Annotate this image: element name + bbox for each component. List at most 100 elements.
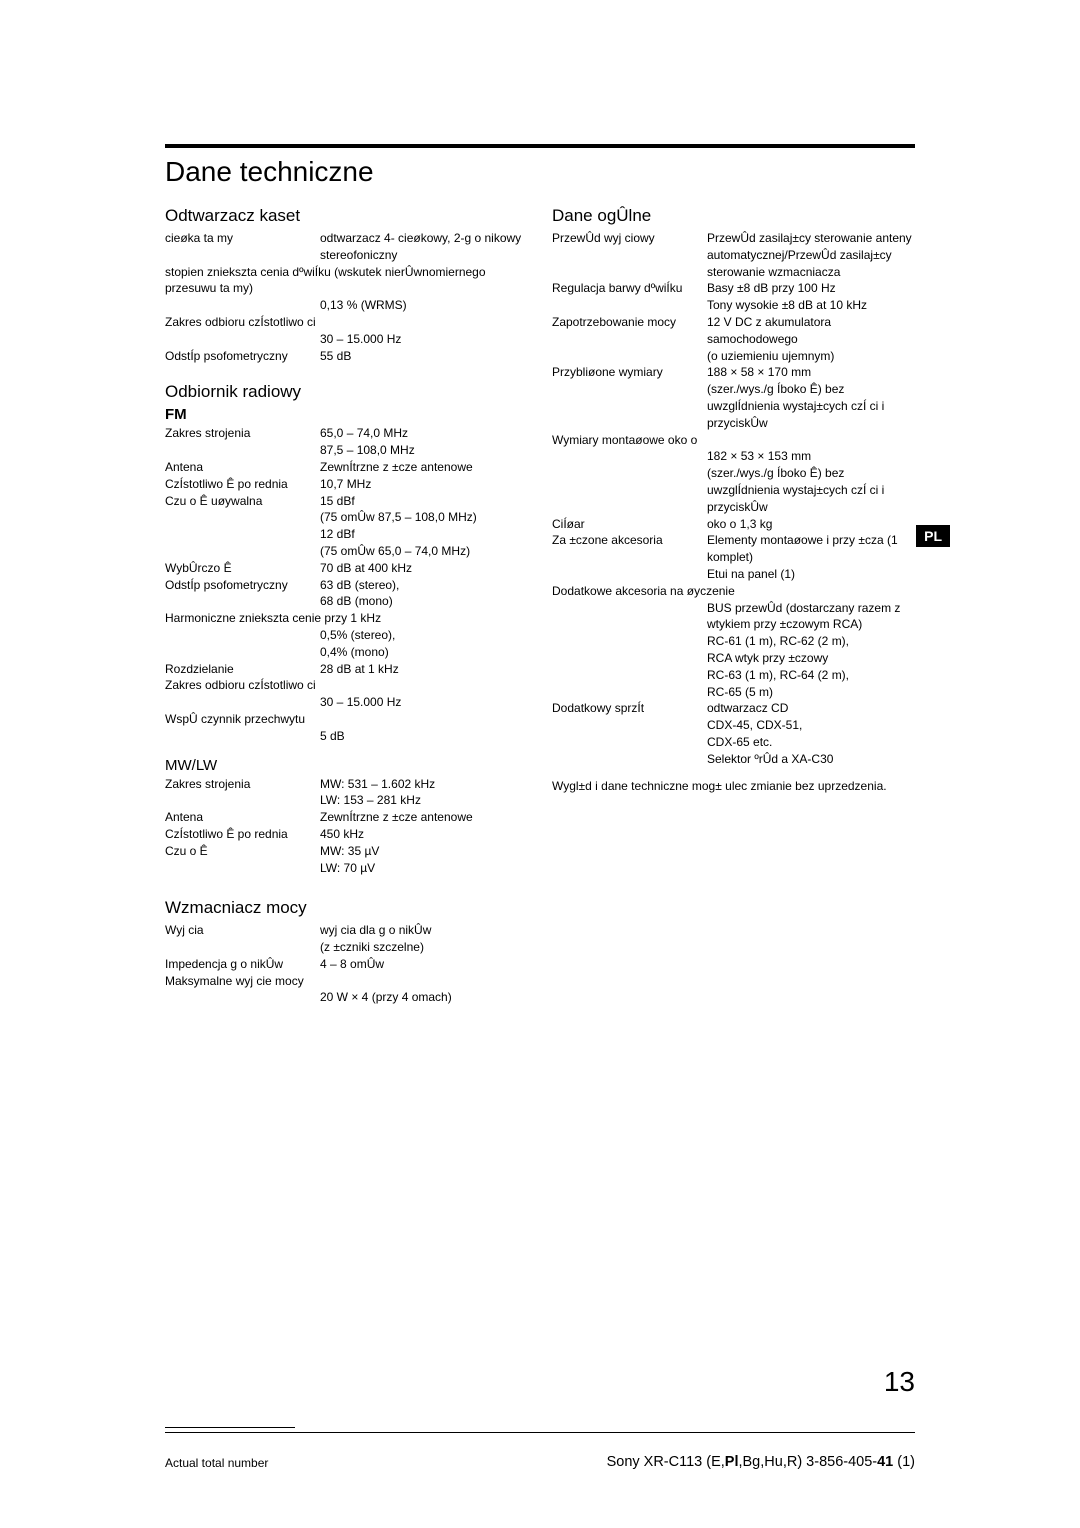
cassette-row: OdstÍp psofometryczny 55 dB bbox=[165, 348, 528, 365]
page-title: Dane techniczne bbox=[165, 156, 915, 188]
spec-label: Dodatkowy sprzÍt bbox=[552, 700, 707, 767]
general-row: PrzewÛd wyj ciowy PrzewÛd zasilaj±cy ste… bbox=[552, 230, 915, 280]
spec-value: 63 dB (stereo), 68 dB (mono) bbox=[320, 577, 528, 611]
spec-label: Regulacja barwy dºwiÍku bbox=[552, 280, 707, 314]
footer-model-pl: Pl bbox=[725, 1454, 739, 1470]
fm-row: Zakres strojenia 65,0 – 74,0 MHz 87,5 – … bbox=[165, 425, 528, 459]
disclaimer: Wygl±d i dane techniczne mog± ulec zmian… bbox=[552, 778, 915, 795]
spec-value: 55 dB bbox=[320, 348, 528, 365]
spec-value: 4 – 8 omÛw bbox=[320, 956, 528, 973]
spec-value: 30 – 15.000 Hz bbox=[320, 331, 528, 348]
title-rule bbox=[165, 144, 915, 148]
general-row: CiÍøar oko o 1,3 kg bbox=[552, 516, 915, 533]
spec-label: Antena bbox=[165, 459, 320, 476]
fm-row: Czu o Ê uøywalna 15 dBf (75 omÛw 87,5 – … bbox=[165, 493, 528, 560]
spec-value: Elementy montaøowe i przy ±cza (1 komple… bbox=[707, 532, 915, 582]
cassette-heading: Odtwarzacz kaset bbox=[165, 206, 528, 226]
fm-row: Zakres odbioru czÍstotliwo ci bbox=[165, 677, 528, 694]
cassette-row: cieøka ta my odtwarzacz 4- cieøkowy, 2-g… bbox=[165, 230, 528, 264]
footer-rule bbox=[165, 1432, 915, 1433]
mwlw-row: Czu o Ê MW: 35 µV LW: 70 µV bbox=[165, 843, 528, 877]
spec-label: Zakres strojenia bbox=[165, 776, 320, 810]
column-right: Dane ogÛlne PrzewÛd wyj ciowy PrzewÛd za… bbox=[552, 206, 915, 1006]
amp-row: Impedencja g o nikÛw 4 – 8 omÛw bbox=[165, 956, 528, 973]
spec-value: ZewnÍtrzne z ±cze antenowe bbox=[320, 459, 528, 476]
mwlw-heading: MW/LW bbox=[165, 757, 528, 774]
general-row: Wymiary montaøowe oko o bbox=[552, 432, 915, 449]
spec-label: CzÍstotliwo Ê po rednia bbox=[165, 826, 320, 843]
spec-value: wyj cia dla g o nikÛw (z ±czniki szczeln… bbox=[320, 922, 528, 956]
amp-row: Wyj cia wyj cia dla g o nikÛw (z ±czniki… bbox=[165, 922, 528, 956]
spec-value: 20 W × 4 (przy 4 omach) bbox=[320, 989, 528, 1006]
spec-label: Za ±czone akcesoria bbox=[552, 532, 707, 582]
spec-value: 182 × 53 × 153 mm (szer./wys./g Íboko Ê)… bbox=[707, 448, 915, 515]
footer-model-prefix: Sony XR-C113 (E, bbox=[607, 1454, 725, 1470]
spec-label: Antena bbox=[165, 809, 320, 826]
spec-value: 70 dB at 400 kHz bbox=[320, 560, 528, 577]
spec-value: 28 dB at 1 kHz bbox=[320, 661, 528, 678]
footer-model-end: (1) bbox=[893, 1454, 915, 1470]
spec-label: Czu o Ê uøywalna bbox=[165, 493, 320, 560]
general-row: Przybliøone wymiary 188 × 58 × 170 mm (s… bbox=[552, 364, 915, 431]
spec-label: CzÍstotliwo Ê po rednia bbox=[165, 476, 320, 493]
spec-label: Zapotrzebowanie mocy bbox=[552, 314, 707, 364]
spec-value: 65,0 – 74,0 MHz 87,5 – 108,0 MHz bbox=[320, 425, 528, 459]
footer-model: Sony XR-C113 (E,Pl,Bg,Hu,R) 3-856-405-41… bbox=[607, 1454, 915, 1470]
mwlw-row: Antena ZewnÍtrzne z ±cze antenowe bbox=[165, 809, 528, 826]
mwlw-row: Zakres strojenia MW: 531 – 1.602 kHz LW:… bbox=[165, 776, 528, 810]
fm-row: WspÛ czynnik przechwytu bbox=[165, 711, 528, 728]
column-left: Odtwarzacz kaset cieøka ta my odtwarzacz… bbox=[165, 206, 528, 1006]
page-number: 13 bbox=[884, 1366, 915, 1398]
spec-value: Basy ±8 dB przy 100 Hz Tony wysokie ±8 d… bbox=[707, 280, 915, 314]
spec-value: 12 V DC z akumulatora samochodowego (o u… bbox=[707, 314, 915, 364]
general-row: Dodatkowe akcesoria na øyczenie bbox=[552, 583, 915, 600]
general-row: Za ±czone akcesoria Elementy montaøowe i… bbox=[552, 532, 915, 582]
fm-row: OdstÍp psofometryczny 63 dB (stereo), 68… bbox=[165, 577, 528, 611]
spec-label: PrzewÛd wyj ciowy bbox=[552, 230, 707, 280]
general-row: Regulacja barwy dºwiÍku Basy ±8 dB przy … bbox=[552, 280, 915, 314]
cassette-row: Zakres odbioru czÍstotliwo ci bbox=[165, 314, 528, 331]
spec-value: PrzewÛd zasilaj±cy sterowanie anteny aut… bbox=[707, 230, 915, 280]
spec-label: Czu o Ê bbox=[165, 843, 320, 877]
spec-label: OdstÍp psofometryczny bbox=[165, 348, 320, 365]
spec-value: 0,5% (stereo), 0,4% (mono) bbox=[320, 627, 528, 661]
spec-value: 5 dB bbox=[320, 728, 528, 745]
spec-value: MW: 35 µV LW: 70 µV bbox=[320, 843, 528, 877]
spec-value: 0,13 % (WRMS) bbox=[320, 297, 528, 314]
fm-row: Harmoniczne zniekszta cenie przy 1 kHz bbox=[165, 610, 528, 627]
general-row: Dodatkowy sprzÍt odtwarzacz CD CDX-45, C… bbox=[552, 700, 915, 767]
fm-row: WybÛrczo Ê 70 dB at 400 kHz bbox=[165, 560, 528, 577]
fm-heading: FM bbox=[165, 406, 528, 423]
footer-model-bold: 41 bbox=[877, 1454, 893, 1470]
fm-row: CzÍstotliwo Ê po rednia 10,7 MHz bbox=[165, 476, 528, 493]
columns: Odtwarzacz kaset cieøka ta my odtwarzacz… bbox=[165, 206, 915, 1006]
spec-value: 10,7 MHz bbox=[320, 476, 528, 493]
general-row: Zapotrzebowanie mocy 12 V DC z akumulato… bbox=[552, 314, 915, 364]
spec-value: ZewnÍtrzne z ±cze antenowe bbox=[320, 809, 528, 826]
footer-model-suffix: ,Bg,Hu,R) 3-856-405- bbox=[738, 1454, 877, 1470]
spec-label: Rozdzielanie bbox=[165, 661, 320, 678]
spec-label: Zakres strojenia bbox=[165, 425, 320, 459]
radio-heading: Odbiornik radiowy bbox=[165, 382, 528, 402]
general-heading: Dane ogÛlne bbox=[552, 206, 915, 226]
language-badge: PL bbox=[916, 525, 950, 547]
fm-row: Antena ZewnÍtrzne z ±cze antenowe bbox=[165, 459, 528, 476]
spec-value: 30 – 15.000 Hz bbox=[320, 694, 528, 711]
spec-value: MW: 531 – 1.602 kHz LW: 153 – 281 kHz bbox=[320, 776, 528, 810]
cassette-row: stopien zniekszta cenia dºwiÍku (wskutek… bbox=[165, 264, 528, 298]
spec-label: Wyj cia bbox=[165, 922, 320, 956]
amp-heading: Wzmacniacz mocy bbox=[165, 898, 528, 918]
spec-value: BUS przewÛd (dostarczany razem z wtykiem… bbox=[707, 600, 915, 701]
spec-value: odtwarzacz 4- cieøkowy, 2-g o nikowy ste… bbox=[320, 230, 528, 264]
spec-label: cieøka ta my bbox=[165, 230, 320, 264]
footer-rule-short bbox=[165, 1427, 295, 1428]
spec-label: CiÍøar bbox=[552, 516, 707, 533]
spec-value: 450 kHz bbox=[320, 826, 528, 843]
fm-row: Rozdzielanie 28 dB at 1 kHz bbox=[165, 661, 528, 678]
footer-left-text: Actual total number bbox=[165, 1456, 268, 1470]
spec-label: WybÛrczo Ê bbox=[165, 560, 320, 577]
spec-label: OdstÍp psofometryczny bbox=[165, 577, 320, 611]
amp-row: Maksymalne wyj cie mocy bbox=[165, 973, 528, 990]
spec-value: 188 × 58 × 170 mm (szer./wys./g Íboko Ê)… bbox=[707, 364, 915, 431]
spec-label: Impedencja g o nikÛw bbox=[165, 956, 320, 973]
